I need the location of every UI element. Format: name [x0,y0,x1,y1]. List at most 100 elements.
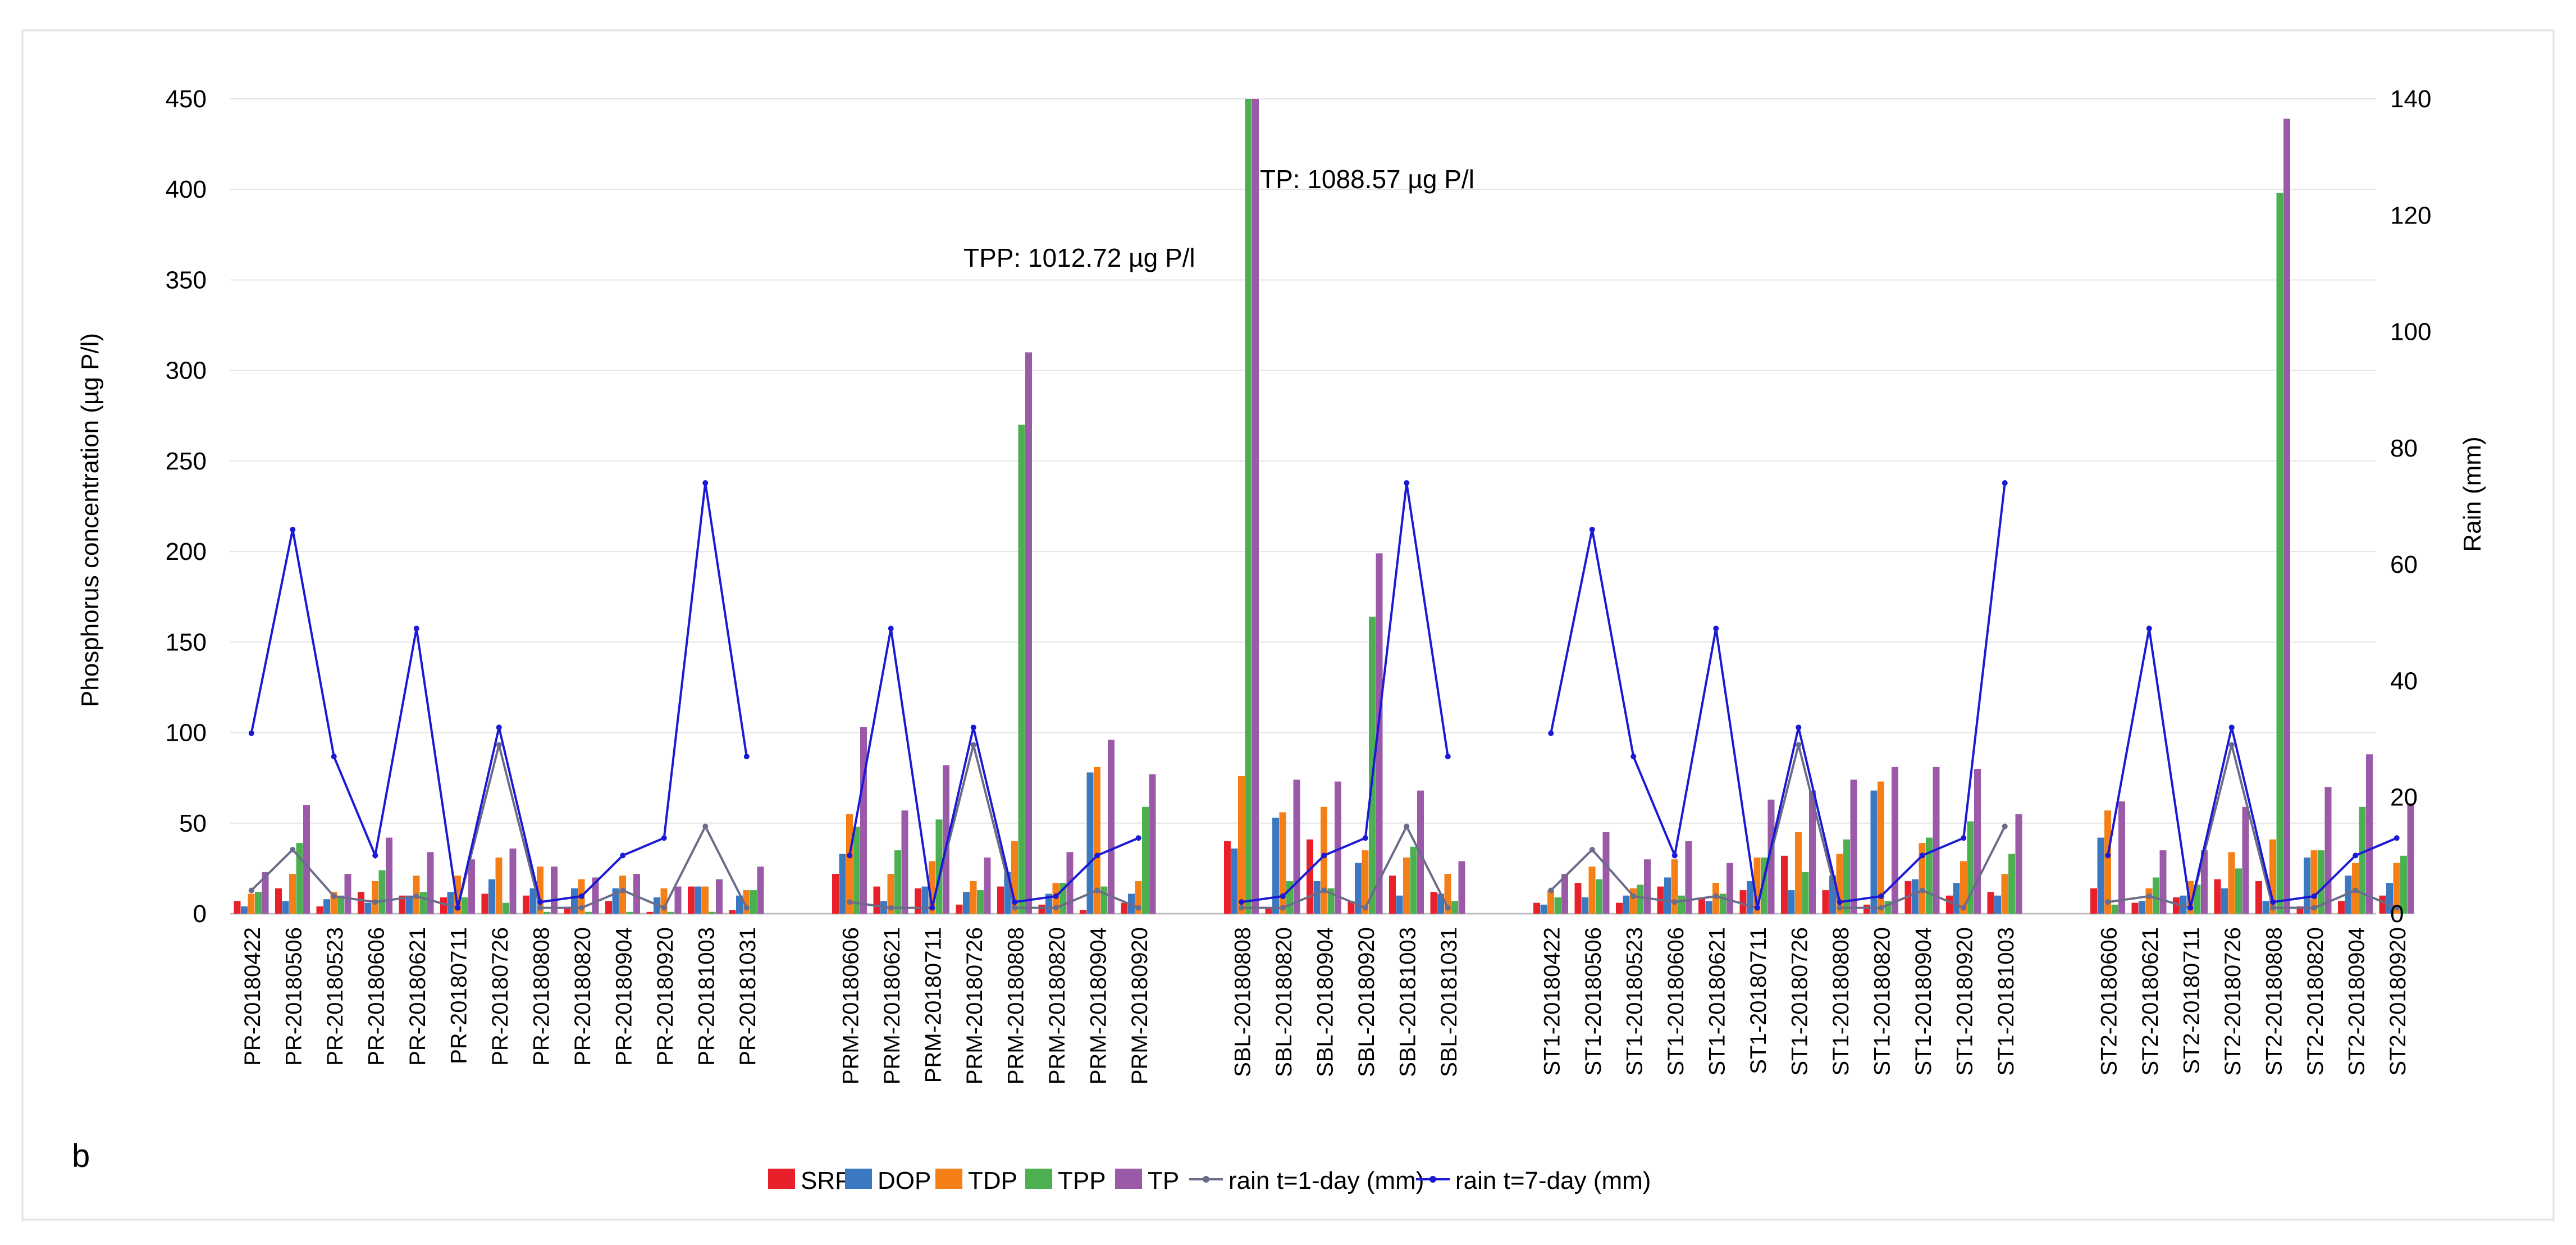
x-tick-label: ST1-20180523 [1622,927,1647,1076]
x-tick-label: PR-20180621 [405,927,430,1066]
x-tick-label: PR-20180606 [364,927,389,1066]
rain-7day-point [372,852,378,859]
bar-srp [2173,897,2180,914]
bar-srp [997,886,1004,914]
rain-1day-point [1589,846,1595,852]
bar-srp [1864,904,1870,914]
bar-srp [2379,895,2386,914]
bar-tp [1933,767,1940,914]
bar-tpp [2359,806,2366,914]
rain-7day-point [1878,893,1884,899]
bar-tp [860,727,867,914]
rain-7day-point [1012,899,1018,905]
bar-tp [2015,814,2022,914]
bar-dop [1870,790,1878,914]
bar-tdp [2104,810,2111,914]
rain-7day-point [970,724,976,731]
legend-swatch-srp [768,1169,795,1189]
bar-srp [605,901,612,914]
annotation-tpp: TPP: 1012.72 µg P/l [963,243,1195,272]
rain-7day-point [1630,754,1637,760]
x-tick-label: PR-20181031 [736,927,760,1066]
legend-marker-rain1 [1203,1176,1209,1183]
rain-1day-point [2311,905,2317,911]
bar-tp [1850,779,1857,914]
bar-tp [1335,781,1341,914]
bar-dop [1788,890,1795,914]
bar-tpp [1018,425,1025,914]
bar-tp [1149,774,1156,914]
bar-tpp [1245,99,1252,914]
rain-1day-point [331,893,337,899]
rain-7day-point [1754,905,1760,911]
rain-7day-point [2353,852,2359,859]
bar-srp [1080,910,1086,914]
x-tick-label: PRM-20180820 [1045,927,1070,1084]
x-tick-label: PRM-20180920 [1127,927,1152,1084]
bar-srp [1616,902,1623,914]
bar-tp [2159,850,2167,914]
bar-tp [427,852,434,914]
bar-tdp [1547,890,1554,914]
bar-srp [1698,897,1705,914]
bar-tdp [289,874,296,914]
rain-7day-point [702,480,709,486]
rain-1day-point [1837,905,1843,911]
y-tick-label: 350 [166,266,207,294]
bar-tpp [1802,872,1809,914]
bar-tpp [378,870,386,914]
bar-tpp [2194,884,2201,914]
x-tick-label: ST2-20180904 [2344,927,2369,1076]
bar-srp [234,901,241,914]
bar-srp [1987,892,1994,914]
y2-tick-label: 40 [2390,667,2418,695]
x-tick-label: PR-20180711 [446,927,471,1064]
bar-tpp [2318,850,2324,914]
bar-dop [323,899,330,914]
y-tick-label: 250 [166,448,207,475]
rain-7day-point [2105,852,2111,859]
bar-srp [1430,892,1437,914]
bar-tdp [1960,861,1967,914]
bar-tdp [2145,888,2153,914]
rain-7day-point [1671,852,1678,859]
bar-dop [736,895,743,914]
legend-swatch-dop [845,1169,872,1189]
bar-tpp [1554,897,1561,914]
rain-1day-point [888,905,894,911]
x-tick-label: SBL-20180920 [1354,927,1379,1077]
legend: SRP DOP TDP TPP TP rain t=1-day (mm) rain t=7-… [768,1167,1651,1194]
bar-tdp [1362,850,1369,914]
bar-tpp [1410,846,1417,914]
bar-dop [921,886,929,914]
bar-srp [1739,890,1747,914]
bar-dop [1705,901,1712,914]
rain-1day-point [1961,905,1967,911]
x-tick-label: ST2-20180820 [2303,927,2328,1076]
rain-1day-point [1321,887,1327,893]
rain-7day-point [1135,835,1141,841]
rain-1day-point [1053,905,1059,911]
rain-1day-point [1239,905,1245,911]
x-tick-label: PR-20180904 [611,927,636,1066]
rain-1day-point [537,905,543,911]
rain-1day-point [2270,905,2276,911]
bar-srp [481,893,488,914]
bar-tpp [337,895,344,914]
rain-7day-point [1919,852,1925,859]
bar-dop [2180,895,2187,914]
bar-dop [2262,901,2269,914]
bar-tdp [1094,767,1100,914]
rain-7day-point [1094,852,1100,859]
bar-tdp [1279,812,1286,914]
bar-srp [316,906,323,914]
bar-dop [406,895,413,914]
rain-1day-point [496,742,502,748]
y-tick-label: 400 [166,176,207,203]
bar-tdp [248,893,255,914]
bar-tp [1727,863,1733,914]
legend-marker-rain7 [1429,1176,1436,1183]
x-tick-label: ST2-20180621 [2138,927,2163,1076]
x-tick-label: ST2-20180711 [2179,927,2204,1074]
bar-dop [2221,888,2228,914]
